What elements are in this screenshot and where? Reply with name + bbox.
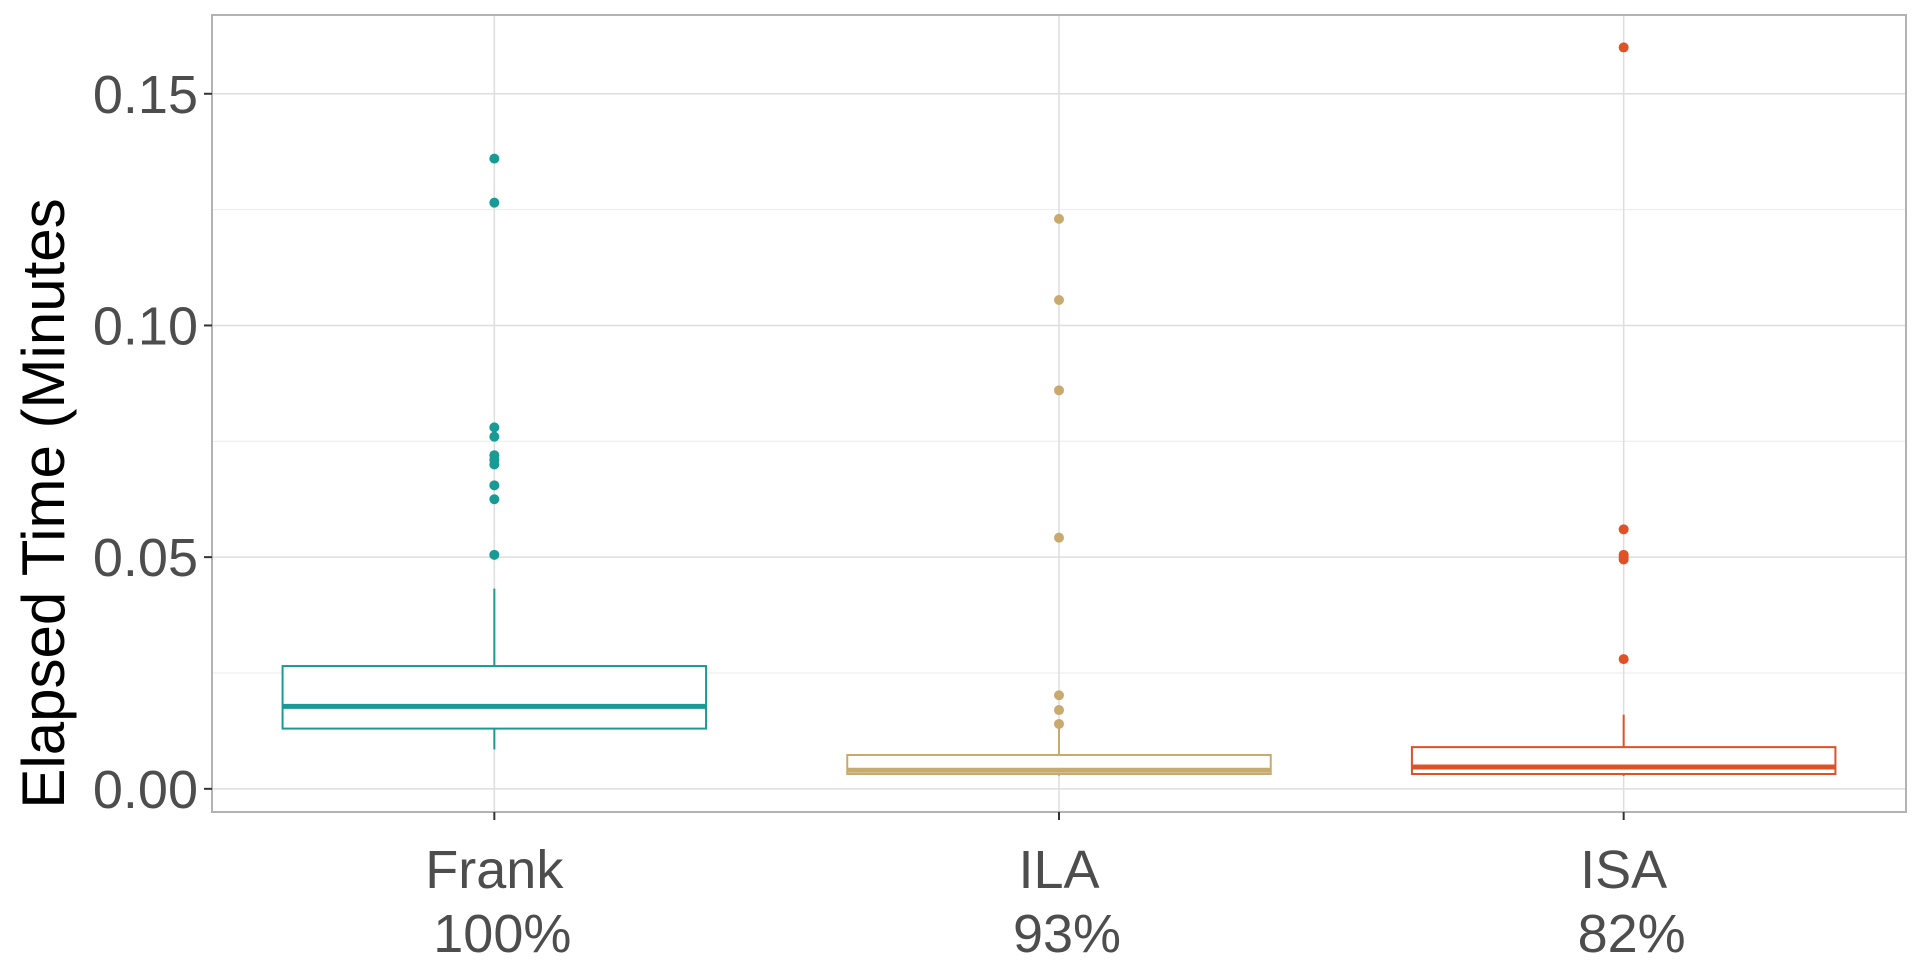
outlier-point [489, 431, 500, 442]
y-axis: 0.00 0.05 0.10 0.15 [93, 65, 212, 820]
outlier-point [1054, 294, 1064, 305]
x-tick-sublabel: 82% [1578, 904, 1686, 960]
outlier-points [489, 42, 1629, 729]
boxes [281, 588, 1837, 776]
outlier-point [1054, 532, 1064, 543]
x-tick-sublabel: 93% [1013, 904, 1121, 960]
iqr-box [281, 665, 708, 730]
x-tick-sublabel: 100% [433, 904, 571, 960]
y-tick-label: 0.15 [93, 65, 198, 125]
y-tick-label: 0.00 [93, 760, 198, 820]
x-tick-label: ILA [1018, 840, 1099, 900]
outlier-point [1054, 385, 1064, 396]
box-isa [1410, 714, 1837, 776]
box-frank [281, 588, 708, 750]
y-tick-label: 0.10 [93, 296, 198, 356]
grid-lines [212, 15, 1906, 812]
outlier-point [1054, 213, 1064, 224]
outlier-point [1618, 42, 1629, 53]
x-tick-label: ISA [1580, 840, 1667, 900]
outlier-point [489, 422, 500, 433]
y-tick-label: 0.05 [93, 528, 198, 588]
outlier-point [489, 549, 500, 560]
outlier-point [1618, 524, 1629, 535]
outlier-point [1054, 718, 1064, 729]
outlier-point [489, 153, 500, 164]
outlier-point [1618, 549, 1629, 560]
outlier-point [489, 450, 500, 461]
outlier-point [1054, 705, 1064, 716]
box-ila [846, 723, 1272, 776]
outlier-point [1054, 690, 1064, 701]
outlier-point [489, 197, 500, 208]
outlier-point [1618, 654, 1629, 665]
iqr-box [1410, 746, 1837, 776]
y-axis-title: Elapsed Time (Minutes [10, 198, 77, 808]
outlier-point [489, 480, 500, 491]
outlier-point [489, 494, 500, 505]
x-tick-label: Frank [425, 840, 564, 900]
